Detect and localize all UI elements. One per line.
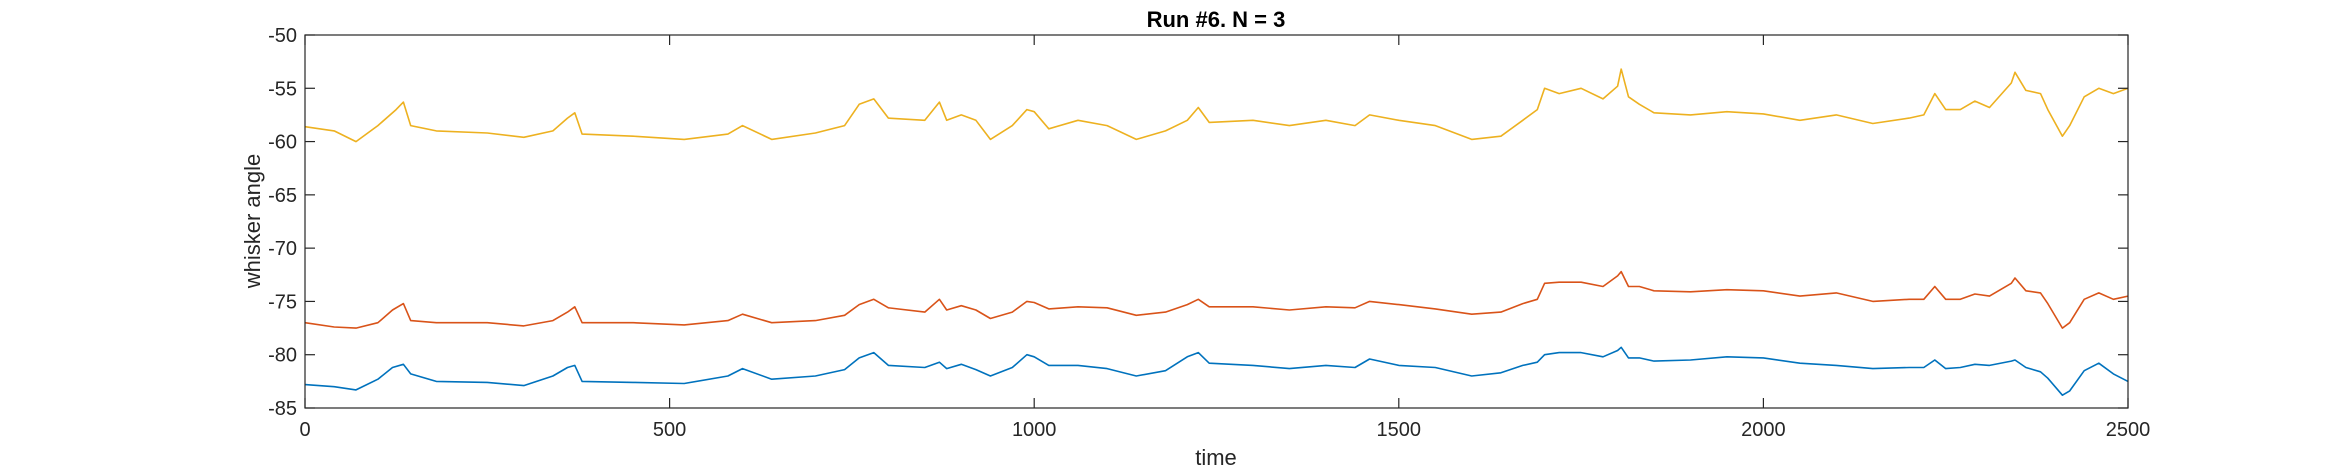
x-tick-label: 2500: [2106, 419, 2151, 441]
y-tick-label: -75: [268, 291, 297, 313]
y-tick-label: -85: [268, 398, 297, 420]
y-tick-label: -70: [268, 238, 297, 260]
y-axis-label: whisker angle: [240, 154, 265, 290]
x-tick-label: 1000: [1012, 419, 1057, 441]
plot-area: [305, 35, 2128, 408]
series-layer: [304, 68, 2129, 396]
y-axis-ticks: -50 -55 -60 -65 -70 -75 -80 -85: [268, 25, 2128, 420]
x-tick-label: 1500: [1377, 419, 1422, 441]
series-line-1: [304, 68, 2129, 143]
plot-frame: [304, 34, 2129, 409]
series-line-3: [304, 346, 2129, 396]
x-axis-label: time: [1195, 445, 1237, 469]
series-line-2: [304, 270, 2129, 329]
x-axis-ticks: 0 500 1000 1500 2000 2500: [299, 35, 2150, 441]
x-tick-label: 0: [299, 419, 310, 441]
y-tick-label: -55: [268, 78, 297, 100]
x-tick-label: 500: [653, 419, 686, 441]
y-tick-label: -50: [268, 25, 297, 47]
chart-title: Run #6. N = 3: [1147, 7, 1286, 32]
y-tick-label: -65: [268, 185, 297, 207]
x-tick-label: 2000: [1741, 419, 1786, 441]
y-tick-label: -80: [268, 345, 297, 367]
y-tick-label: -60: [268, 132, 297, 154]
